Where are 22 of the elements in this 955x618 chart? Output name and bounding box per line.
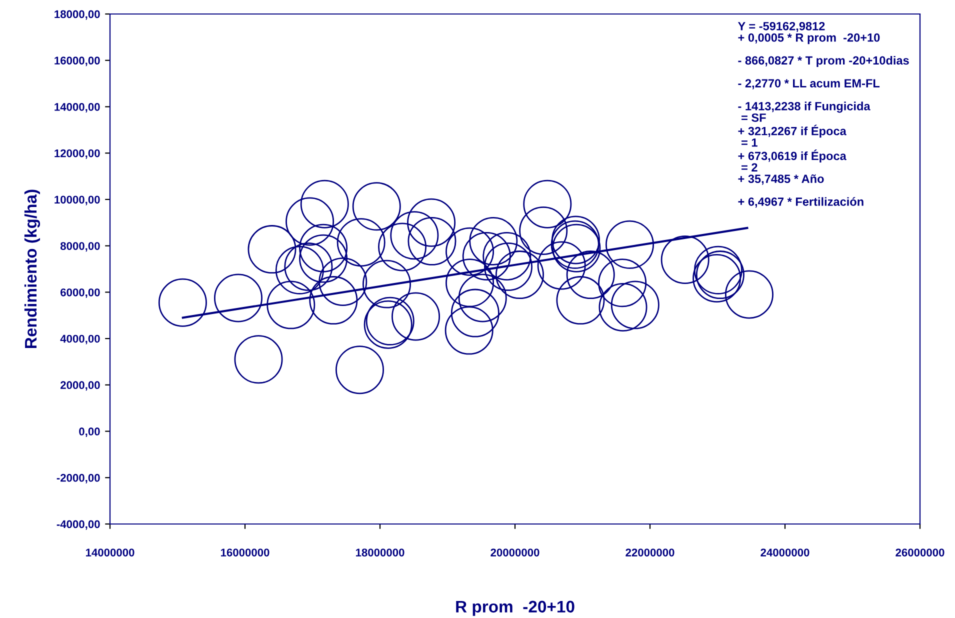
y-tick-label: 18000,00 xyxy=(54,10,100,20)
x-tick-label: 18000000 xyxy=(356,548,404,556)
x-tick-label: 14000000 xyxy=(86,548,134,556)
text: Y = -59162,9812 + 0,0005 * R prom -20+10 - 866,0827 * T prom -20+10dias - 2,2770 * LL acum EM-FL - 1413,2238 if Fungicida = SF + 321,2267 if Época = 1 + 673,0619 if Época = 2 + 35,7485 * Año + 6,4967 * Fertilización xyxy=(738,22,909,208)
x-axis-title: R prom -20+10 xyxy=(456,600,574,616)
y-tick-label: 10000,00 xyxy=(54,196,100,206)
y-tick-label: 2000,00 xyxy=(60,381,100,391)
y-axis-title: Rendimiento (kg/ha) xyxy=(24,190,40,348)
y-tick-label: 4000,00 xyxy=(60,334,100,344)
x-tick-label: 22000000 xyxy=(626,548,674,556)
y-tick-label: 12000,00 xyxy=(54,149,100,159)
x-tick-label: 24000000 xyxy=(760,548,810,556)
y-tick-label: 8000,00 xyxy=(60,242,100,252)
y-tick-label: 14000,00 xyxy=(54,102,100,112)
y-tick-label: -4000,00 xyxy=(56,520,100,530)
y-tick-label: 16000,00 xyxy=(54,56,100,66)
y-tick-label: 6000,00 xyxy=(60,288,100,298)
x-tick-label: 16000000 xyxy=(220,548,270,556)
y-tick-label: -2000,00 xyxy=(56,474,100,484)
y-tick-label: 0,00 xyxy=(79,428,100,438)
x-tick-label: 20000000 xyxy=(490,548,540,556)
x-tick-label: 26000000 xyxy=(896,548,944,556)
